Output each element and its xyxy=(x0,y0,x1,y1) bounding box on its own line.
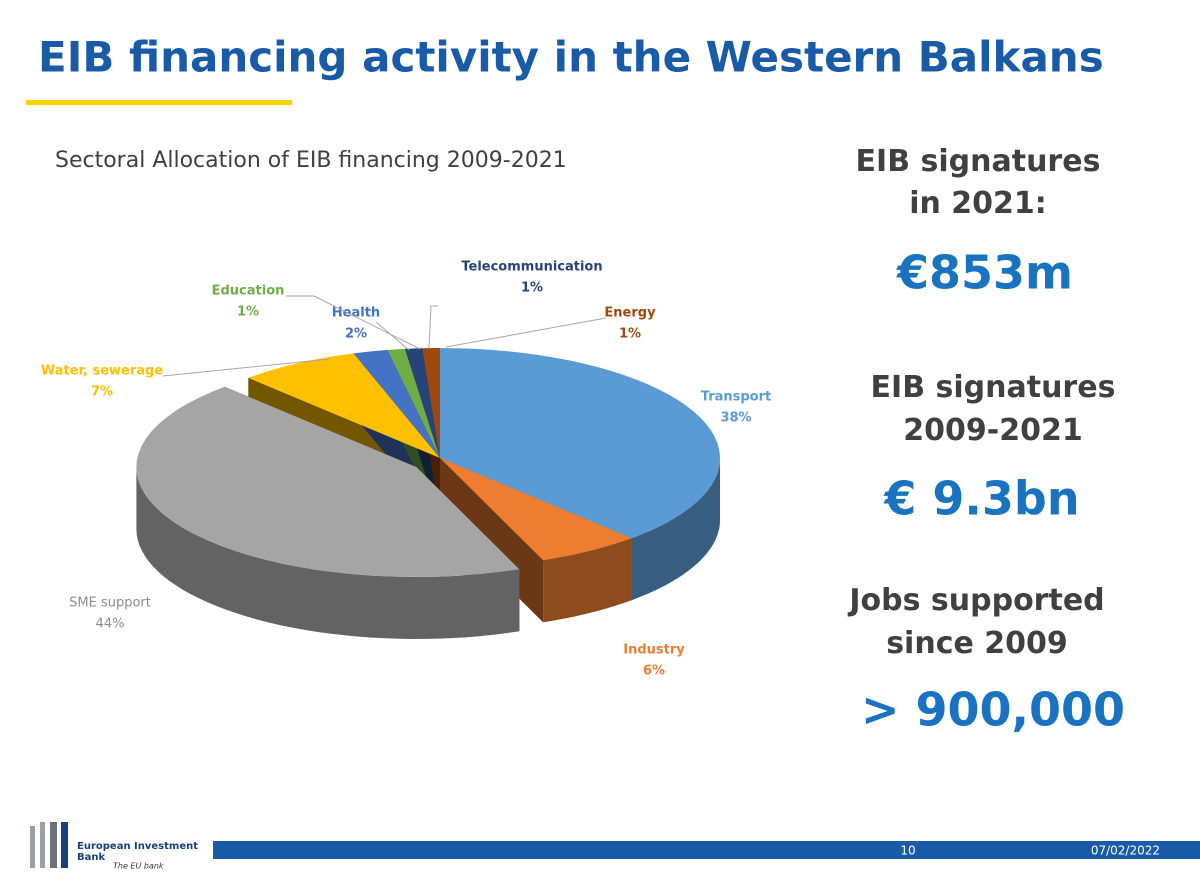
slice xyxy=(136,386,520,577)
data-label-name: Health xyxy=(332,306,380,321)
title-underline xyxy=(26,100,292,105)
data-label-value: 1% xyxy=(521,281,543,296)
data-label-name: Energy xyxy=(604,306,656,321)
leader-line xyxy=(445,317,607,348)
page-number: 10 xyxy=(900,844,915,858)
data-label-value: 1% xyxy=(619,327,641,342)
data-label-name: Industry xyxy=(623,643,685,658)
slice xyxy=(353,349,440,458)
stat-value: > 900,000 xyxy=(861,683,1125,737)
stat-value: € 9.3bn xyxy=(883,472,1079,526)
stat-label: EIB signatures 2009-2021 xyxy=(871,370,1116,448)
slice-side xyxy=(136,467,520,639)
stat-label: EIB signatures in 2021: xyxy=(856,144,1101,221)
data-label-value: 1% xyxy=(237,305,259,320)
data-label-name: Transport xyxy=(701,390,771,405)
data-label-value: 38% xyxy=(720,411,751,426)
data-label-value: 7% xyxy=(91,385,113,400)
slice xyxy=(422,348,440,458)
leader-line xyxy=(375,321,410,351)
footer-date: 07/02/2022 xyxy=(1091,844,1160,858)
stats-panel: EIB signatures in 2021: €853m EIB signatu… xyxy=(847,144,1125,737)
logo-tagline: The EU bank xyxy=(113,862,164,871)
logo-text: European Investment Bank xyxy=(77,841,198,863)
pie-chart: Transport 38% Industry 6% SME support 44% Wate… xyxy=(41,260,771,679)
leader-line xyxy=(162,358,331,377)
slide-title: EIB financing activity in the Western Ba… xyxy=(38,33,1104,82)
logo: European Investment Bank The EU bank xyxy=(30,822,198,871)
data-label-name: Water, sewerage xyxy=(41,364,164,379)
data-label-value: 6% xyxy=(643,664,665,679)
data-label-value: 44% xyxy=(96,617,125,632)
slice xyxy=(387,348,440,458)
stat-label: Jobs supported since 2009 xyxy=(847,583,1104,661)
data-label-name: SME support xyxy=(69,596,151,611)
data-label-name: Telecommunication xyxy=(461,260,602,275)
slice xyxy=(440,458,632,561)
slice xyxy=(440,348,720,539)
data-label-name: Education xyxy=(212,284,285,299)
chart-title: Sectoral Allocation of EIB financing 200… xyxy=(55,148,567,173)
slice-side xyxy=(543,538,632,623)
leader-line xyxy=(428,305,438,349)
leader-line xyxy=(286,295,421,350)
slice xyxy=(248,353,440,458)
slice xyxy=(404,348,440,458)
footer-bar xyxy=(213,841,1200,859)
slice-side xyxy=(631,458,720,601)
data-label-value: 2% xyxy=(345,327,367,342)
stat-value: €853m xyxy=(896,246,1073,300)
